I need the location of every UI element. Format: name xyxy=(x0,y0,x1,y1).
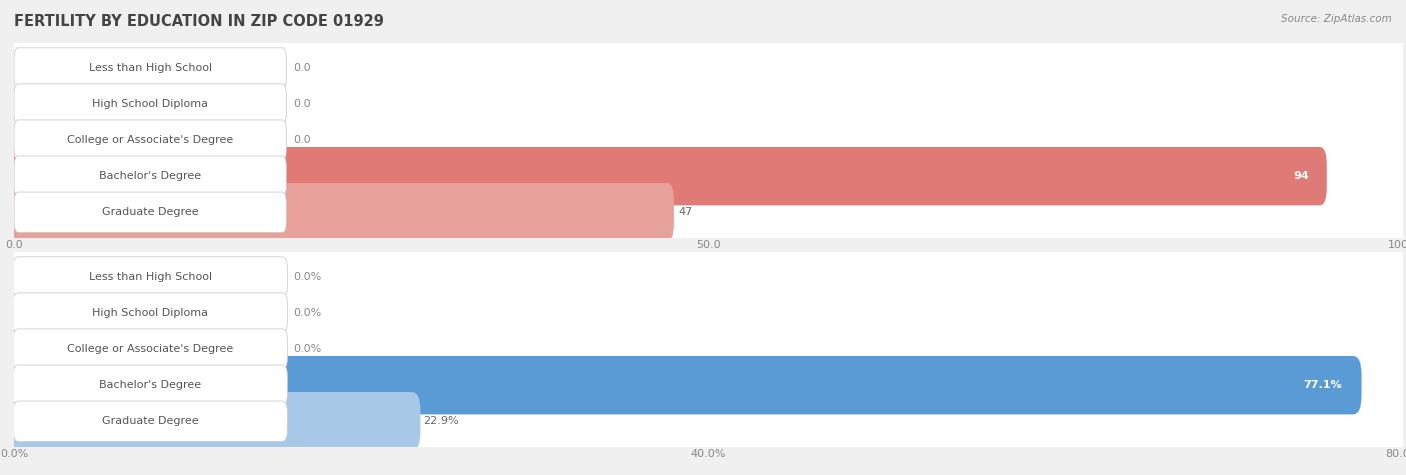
Text: High School Diploma: High School Diploma xyxy=(93,99,208,109)
Text: Bachelor's Degree: Bachelor's Degree xyxy=(100,171,201,181)
FancyBboxPatch shape xyxy=(6,284,1406,342)
FancyBboxPatch shape xyxy=(6,320,1406,378)
FancyBboxPatch shape xyxy=(7,183,673,241)
Text: 0.0%: 0.0% xyxy=(294,344,322,354)
FancyBboxPatch shape xyxy=(14,48,287,88)
FancyBboxPatch shape xyxy=(7,39,1406,97)
FancyBboxPatch shape xyxy=(6,356,1361,414)
FancyBboxPatch shape xyxy=(7,147,1406,205)
Text: 0.0: 0.0 xyxy=(294,135,311,145)
Text: 22.9%: 22.9% xyxy=(423,416,458,426)
Text: 77.1%: 77.1% xyxy=(1303,380,1341,390)
Text: 0.0: 0.0 xyxy=(294,63,311,73)
Text: Bachelor's Degree: Bachelor's Degree xyxy=(100,380,201,390)
FancyBboxPatch shape xyxy=(13,293,287,333)
Text: College or Associate's Degree: College or Associate's Degree xyxy=(67,135,233,145)
Text: 94: 94 xyxy=(1294,171,1309,181)
Text: Less than High School: Less than High School xyxy=(89,272,212,282)
FancyBboxPatch shape xyxy=(7,147,1327,205)
Text: 0.0: 0.0 xyxy=(294,99,311,109)
FancyBboxPatch shape xyxy=(13,365,287,405)
Text: 0.0%: 0.0% xyxy=(294,308,322,318)
FancyBboxPatch shape xyxy=(13,329,287,370)
Text: College or Associate's Degree: College or Associate's Degree xyxy=(67,344,233,354)
Text: FERTILITY BY EDUCATION IN ZIP CODE 01929: FERTILITY BY EDUCATION IN ZIP CODE 01929 xyxy=(14,14,384,29)
Text: 0.0%: 0.0% xyxy=(294,272,322,282)
Text: Less than High School: Less than High School xyxy=(89,63,212,73)
FancyBboxPatch shape xyxy=(14,84,287,124)
FancyBboxPatch shape xyxy=(14,120,287,161)
FancyBboxPatch shape xyxy=(6,248,1406,306)
FancyBboxPatch shape xyxy=(13,257,287,297)
Text: High School Diploma: High School Diploma xyxy=(93,308,208,318)
FancyBboxPatch shape xyxy=(13,401,287,441)
FancyBboxPatch shape xyxy=(7,111,1406,169)
FancyBboxPatch shape xyxy=(6,392,1406,450)
FancyBboxPatch shape xyxy=(6,392,420,450)
FancyBboxPatch shape xyxy=(6,356,1406,414)
Text: Graduate Degree: Graduate Degree xyxy=(101,416,198,426)
FancyBboxPatch shape xyxy=(7,183,1406,241)
FancyBboxPatch shape xyxy=(14,156,287,196)
FancyBboxPatch shape xyxy=(7,75,1406,133)
Text: Source: ZipAtlas.com: Source: ZipAtlas.com xyxy=(1281,14,1392,24)
Text: 47: 47 xyxy=(678,207,692,217)
FancyBboxPatch shape xyxy=(14,192,287,232)
Text: Graduate Degree: Graduate Degree xyxy=(101,207,198,217)
